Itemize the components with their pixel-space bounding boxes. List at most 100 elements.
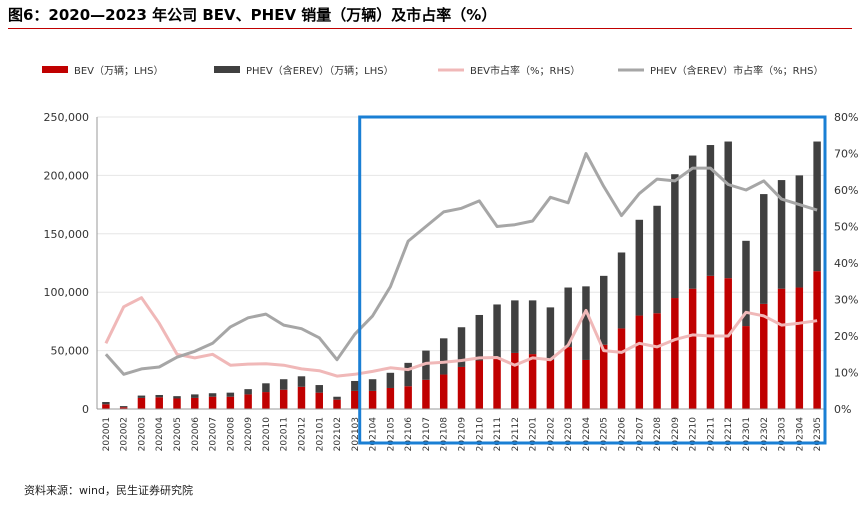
bar-phev — [173, 396, 181, 399]
bar-bev — [351, 390, 359, 409]
x-tick-label: 202111 — [493, 417, 503, 451]
x-tick-label: 202212 — [724, 417, 734, 451]
right-tick-label: 60% — [834, 184, 858, 197]
bar-phev — [333, 396, 341, 400]
bar-phev — [617, 252, 626, 329]
x-tick-label: 202201 — [529, 417, 539, 451]
bar-phev — [439, 338, 448, 375]
x-tick-label: 202304 — [795, 417, 805, 452]
bar-bev — [528, 354, 537, 409]
page-title: 图6：2020—2023 年公司 BEV、PHEV 销量（万辆）及市占率（%） — [8, 6, 497, 24]
bar-bev — [191, 397, 199, 409]
bar-bev — [137, 397, 146, 409]
bar-bev — [297, 386, 306, 409]
bar-bev — [279, 389, 288, 409]
x-tick-label: 202204 — [582, 417, 592, 452]
bar-bev — [315, 392, 323, 409]
bar-bev — [262, 392, 270, 409]
right-tick-label: 20% — [834, 330, 858, 343]
bar-phev — [688, 155, 697, 289]
bar-phev — [706, 145, 715, 276]
bar-phev — [368, 379, 377, 391]
bar-bev — [706, 275, 715, 409]
bar-phev — [315, 385, 323, 393]
bar-bev — [422, 379, 430, 409]
x-tick-label: 202210 — [689, 417, 699, 452]
bar-phev — [742, 240, 750, 327]
x-tick-label: 202002 — [120, 417, 130, 451]
line-series — [104, 152, 818, 378]
title-rule — [8, 28, 852, 29]
x-tick-label: 202106 — [404, 417, 414, 452]
bar-phev — [635, 219, 644, 316]
x-tick-label: 202206 — [618, 417, 628, 452]
bar-phev — [795, 175, 804, 288]
left-tick-label: 50,000 — [51, 345, 90, 358]
bar-phev — [493, 304, 501, 358]
left-y-axis: 0 50,000 100,000 150,000 200,000 250,000 — [44, 111, 98, 416]
x-tick-label: 202303 — [778, 417, 788, 451]
bar-phev — [226, 392, 235, 397]
bar-bev — [511, 352, 519, 409]
left-tick-label: 200,000 — [44, 169, 90, 182]
x-tick-label: 202207 — [635, 417, 645, 451]
legend-label: BEV市占率（%；RHS） — [470, 64, 580, 77]
x-tick-label: 202109 — [458, 417, 468, 452]
bar-bev — [404, 386, 412, 409]
bar-phev — [208, 393, 217, 397]
x-tick-label: 202011 — [280, 417, 290, 451]
bar-bev — [653, 313, 661, 409]
bar-bev — [173, 398, 181, 409]
bar-bev — [244, 394, 252, 409]
bar-bev — [493, 357, 501, 409]
bar-bev — [777, 288, 786, 409]
bar-bev — [475, 360, 484, 409]
bar-phev — [244, 389, 252, 395]
bar-phev — [511, 300, 519, 353]
bar-bev — [155, 397, 163, 409]
highlight-box — [358, 115, 827, 445]
bar-phev — [653, 205, 661, 314]
chart-legend: BEV（万辆；LHS） PHEV（含EREV）（万辆；LHS） BEV市占率（%；R… — [42, 64, 823, 77]
legend-swatch — [214, 66, 240, 73]
left-tick-label: 150,000 — [44, 228, 90, 241]
bar-bev — [457, 366, 466, 409]
bar-bev — [600, 344, 608, 409]
x-tick-label: 202001 — [102, 417, 112, 451]
x-tick-label: 202302 — [760, 417, 770, 451]
x-tick-label: 202012 — [297, 417, 307, 451]
bar-series — [102, 141, 821, 409]
left-tick-label: 0 — [82, 403, 89, 416]
right-tick-label: 50% — [834, 221, 858, 234]
bar-phev — [475, 314, 484, 361]
bar-phev — [279, 379, 288, 390]
x-tick-label: 202004 — [155, 417, 165, 452]
legend-label: PHEV（含EREV）市占率（%；RHS） — [650, 64, 823, 77]
right-y-axis: 0% 10% 20% 30% 40% 50% 60% 70% 80% — [834, 111, 858, 416]
x-tick-label: 202010 — [262, 417, 272, 452]
bar-phev — [582, 286, 590, 360]
x-tick-label: 202305 — [813, 417, 823, 451]
bar-bev — [635, 315, 644, 409]
highlight-rect — [358, 115, 827, 445]
bar-phev — [760, 194, 768, 304]
bar-phev — [777, 180, 786, 289]
bar-bev — [226, 396, 235, 409]
line-phev-share — [104, 152, 818, 376]
bar-phev — [600, 275, 608, 345]
bar-phev — [564, 287, 572, 348]
bar-phev — [528, 300, 537, 355]
bar-phev — [404, 362, 412, 387]
line-bev-share — [104, 296, 818, 378]
x-tick-label: 202202 — [546, 417, 556, 451]
bar-bev — [582, 359, 590, 409]
bar-phev — [813, 141, 821, 272]
bar-phev — [457, 327, 466, 367]
x-tick-label: 202205 — [600, 417, 610, 451]
bar-bev — [439, 374, 448, 409]
bar-phev — [422, 350, 430, 380]
legend-label: BEV（万辆；LHS） — [74, 64, 163, 77]
right-tick-label: 80% — [834, 111, 858, 124]
bar-bev — [724, 278, 732, 409]
